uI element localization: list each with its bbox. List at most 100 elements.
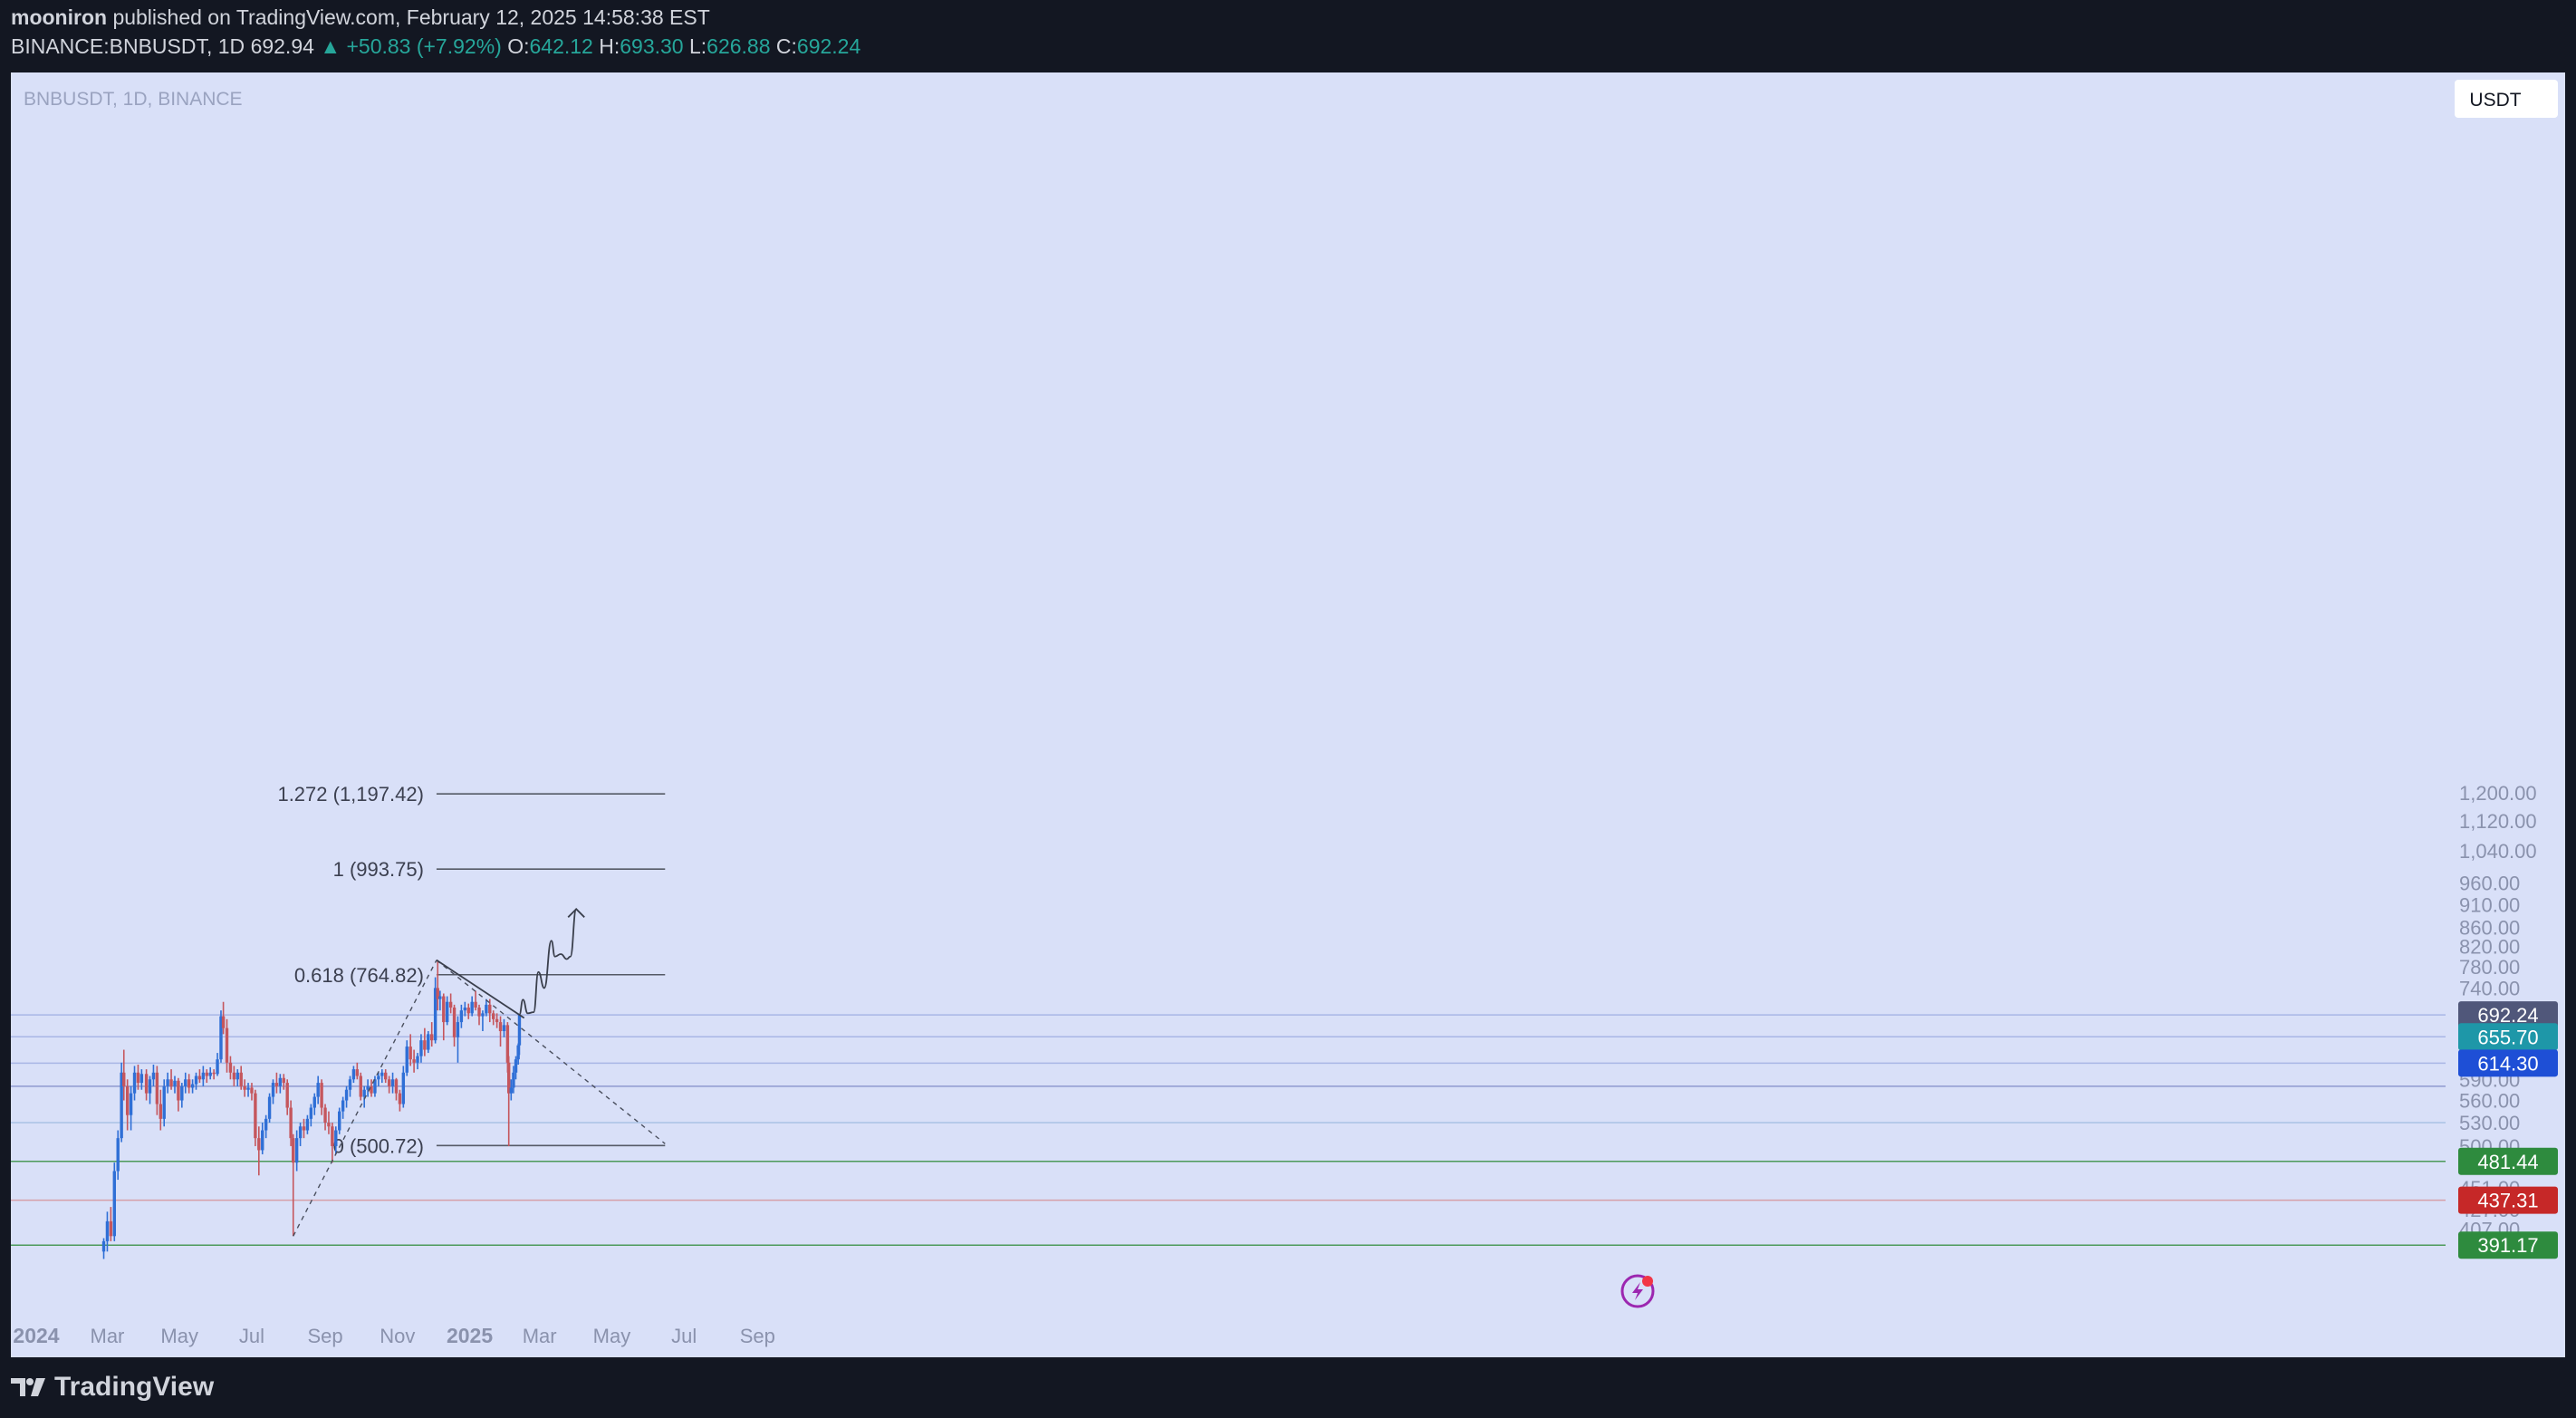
candle-body <box>205 1072 208 1076</box>
candle-body <box>348 1079 352 1090</box>
candle-body <box>250 1087 254 1094</box>
candle-body <box>419 1040 423 1056</box>
candle-body <box>122 1072 126 1086</box>
candle-body <box>409 1047 412 1060</box>
author-name[interactable]: mooniron <box>11 5 108 29</box>
candle-body <box>380 1072 384 1076</box>
candle-body <box>373 1079 377 1094</box>
candle-body <box>452 1008 457 1037</box>
price-badge[interactable] <box>2458 1147 2558 1175</box>
candle-body <box>162 1085 166 1119</box>
candle-body <box>516 1045 520 1060</box>
time-tick-label: May <box>593 1325 631 1347</box>
candle-body <box>184 1079 187 1086</box>
candle-body <box>177 1080 180 1101</box>
candle-body <box>355 1069 360 1076</box>
candle-body <box>509 1087 514 1094</box>
candle-body <box>334 1130 338 1146</box>
candle-body <box>316 1083 320 1097</box>
candle-body <box>155 1072 159 1104</box>
candle-body <box>390 1079 395 1086</box>
candle-body <box>312 1096 316 1108</box>
candle-body <box>442 996 446 1023</box>
candle-body <box>370 1085 373 1094</box>
price-axis[interactable]: 1,200.00 1,120.00 1,040.00 960.00910.00860.… <box>2458 782 2558 1259</box>
candle-body <box>488 1004 492 1014</box>
price-tick-label: 860.00 <box>2459 917 2520 940</box>
candle-body <box>341 1100 345 1112</box>
candle-body <box>173 1080 177 1086</box>
candle-body <box>246 1087 250 1090</box>
candle-body <box>351 1069 356 1080</box>
fib-level-label: 0.618 (764.82) <box>294 964 424 987</box>
dotted-trend-line[interactable] <box>436 960 666 1144</box>
price-tick-label: 1,200.00 <box>2459 782 2537 805</box>
candle-body <box>212 1072 216 1075</box>
close-value: 692.24 <box>796 34 861 58</box>
candle-body <box>159 1104 162 1119</box>
candle-body <box>305 1118 310 1131</box>
candle-body <box>412 1059 416 1063</box>
low-label: L: <box>688 34 707 58</box>
flash-icon[interactable] <box>1620 1274 1655 1308</box>
candle-body <box>219 1016 223 1060</box>
candle-body <box>144 1074 149 1094</box>
candle-body <box>243 1085 246 1090</box>
ohlc-line: BINANCE:BNBUSDT, 1D 692.94 ▲ +50.83 (+7.… <box>11 34 860 59</box>
time-tick-label: Nov <box>380 1325 415 1347</box>
candles <box>101 960 522 1259</box>
chart-header: mooniron published on TradingView.com, F… <box>0 0 2576 72</box>
candle-body <box>166 1079 169 1086</box>
projection-path[interactable] <box>518 908 578 1016</box>
currency-button[interactable]: USDT <box>2455 80 2558 118</box>
time-axis[interactable]: 2024 Mar May Jul Sep Nov 2025 Mar May Jul Sep <box>13 1324 774 1347</box>
dotted-trend-line[interactable] <box>293 960 437 1237</box>
candle-body <box>366 1085 370 1090</box>
candle-body <box>180 1085 184 1101</box>
price-badge[interactable] <box>2458 1023 2558 1051</box>
logo-text: TradingView <box>54 1372 215 1402</box>
candle-body <box>384 1072 388 1080</box>
candle-body <box>254 1093 257 1139</box>
tradingview-logo[interactable]: TradingView <box>11 1372 214 1403</box>
resistance-trend-line[interactable] <box>436 959 525 1019</box>
candle-body <box>190 1084 195 1088</box>
price-badge[interactable] <box>2458 1231 2558 1259</box>
chart-background <box>11 72 2565 1357</box>
candle-body <box>517 1015 522 1046</box>
candle-body <box>362 1089 366 1097</box>
candle-body <box>274 1083 279 1086</box>
time-tick-label: May <box>160 1325 198 1347</box>
candle-body <box>120 1072 123 1139</box>
price-badge[interactable] <box>2458 1001 2558 1029</box>
price-tick-label: 740.00 <box>2459 977 2520 999</box>
symbol-line: BINANCE:BNBUSDT, 1D <box>11 34 245 58</box>
candle-body <box>139 1074 144 1084</box>
candle-body <box>151 1072 156 1080</box>
time-tick-label: 2025 <box>447 1324 493 1347</box>
candle-body <box>208 1072 212 1076</box>
candle-body <box>506 1062 511 1094</box>
candle-body <box>394 1079 399 1094</box>
price-badge[interactable] <box>2458 1186 2558 1214</box>
price-badge-label: 481.44 <box>2477 1151 2538 1173</box>
candle-body <box>309 1107 313 1119</box>
close-label: C: <box>775 34 797 58</box>
candle-body <box>239 1072 243 1086</box>
fib-level-label: 1 (993.75) <box>333 858 424 881</box>
candle-body <box>320 1083 323 1108</box>
candle-body <box>201 1072 206 1080</box>
drawings[interactable] <box>293 908 666 1237</box>
price-chart[interactable]: BNBUSDT, 1D, BINANCE 1.272 (1,197.42) 1 (… <box>0 0 2576 1359</box>
currency-label[interactable]: USDT <box>2469 90 2521 111</box>
fib-level-label: 0 (500.72) <box>333 1134 424 1157</box>
price-tick-label: 780.00 <box>2459 956 2520 979</box>
currency-button-bg[interactable] <box>2455 80 2558 118</box>
candle-body <box>491 1013 495 1019</box>
candle-body <box>448 1001 453 1008</box>
candle-body <box>477 1008 481 1017</box>
chart-watermark: BNBUSDT, 1D, BINANCE <box>24 89 243 110</box>
candle-body <box>112 1171 116 1237</box>
price-badge[interactable] <box>2458 1049 2558 1077</box>
fibonacci-extension[interactable]: 1.272 (1,197.42) 1 (993.75) 0.618 (764.82)… <box>277 783 666 1157</box>
